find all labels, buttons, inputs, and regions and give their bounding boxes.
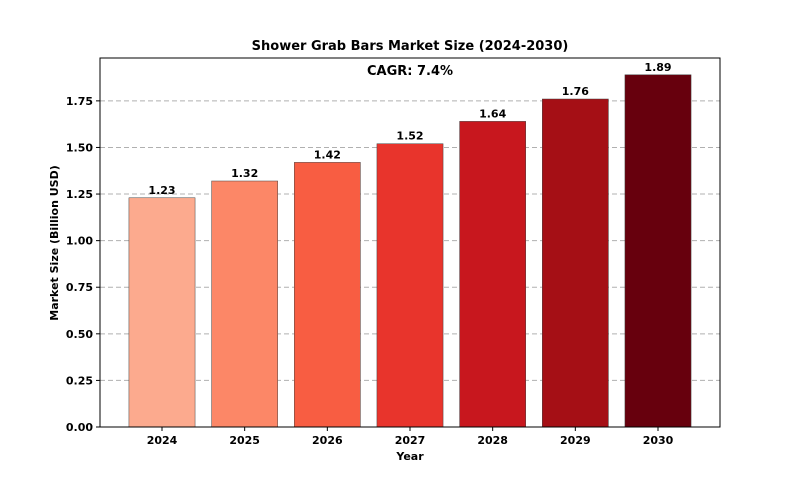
y-tick-label: 0.25 <box>66 374 93 387</box>
bar-value-label: 1.76 <box>562 85 589 98</box>
y-tick-label: 1.00 <box>66 235 93 248</box>
bars <box>128 74 692 428</box>
y-tick-label: 1.75 <box>66 95 93 108</box>
bar-value-label: 1.32 <box>231 167 258 180</box>
grid-lines <box>100 100 720 381</box>
x-tick-label: 2027 <box>395 434 426 447</box>
y-tick-label: 0.75 <box>66 281 93 294</box>
x-tick-label: 2028 <box>477 434 508 447</box>
bar <box>294 162 361 428</box>
y-tick-label: 1.25 <box>66 188 93 201</box>
bar-value-label: 1.89 <box>644 61 671 74</box>
bar-value-label: 1.42 <box>314 148 341 161</box>
bar <box>542 98 609 428</box>
chart-title: Shower Grab Bars Market Size (2024-2030) <box>252 39 569 54</box>
bar <box>459 121 526 428</box>
bar-value-label: 1.23 <box>148 184 175 197</box>
bar-value-label: 1.64 <box>479 107 506 120</box>
bar <box>376 143 444 428</box>
bar <box>128 197 196 428</box>
y-axis-label: Market Size (Billion USD) <box>48 165 61 320</box>
value-labels: 1.23 1.32 1.42 1.52 1.64 1.76 1.89 <box>148 61 671 197</box>
cagr-annotation: CAGR: 7.4% <box>367 64 453 79</box>
y-tick-label: 0.50 <box>66 328 93 341</box>
x-tick-label: 2024 <box>147 434 178 447</box>
x-tick-label: 2025 <box>229 434 260 447</box>
bar-value-label: 1.52 <box>396 130 423 143</box>
x-tick-label: 2029 <box>560 434 591 447</box>
x-tick-label: 2030 <box>643 434 674 447</box>
bar <box>211 180 278 428</box>
x-axis-ticks: 2024 2025 2026 2027 2028 2029 2030 <box>147 427 674 447</box>
x-tick-label: 2026 <box>312 434 343 447</box>
y-axis-ticks: 0.00 0.25 0.50 0.75 1.00 1.25 1.50 1.75 <box>66 95 100 434</box>
x-axis-label: Year <box>395 450 424 463</box>
y-tick-label: 1.50 <box>66 141 93 154</box>
bar <box>624 74 692 428</box>
y-tick-label: 0.00 <box>66 421 93 434</box>
